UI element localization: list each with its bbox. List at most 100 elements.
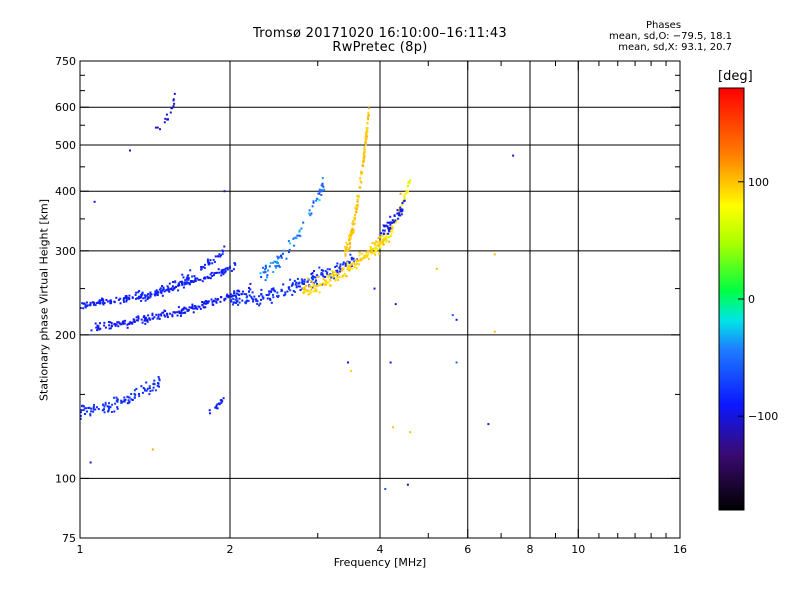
- data-point: [366, 117, 369, 120]
- data-point: [397, 212, 400, 215]
- data-point: [144, 322, 147, 325]
- data-point: [159, 313, 162, 316]
- data-point: [307, 289, 309, 292]
- data-point: [322, 282, 325, 285]
- data-point: [143, 388, 146, 391]
- data-point: [228, 265, 231, 268]
- data-point: [203, 277, 205, 280]
- data-point: [352, 257, 355, 260]
- data-point: [250, 295, 253, 298]
- data-point: [399, 192, 402, 195]
- data-point: [113, 322, 116, 325]
- data-point: [187, 278, 190, 281]
- x-axis-label: Frequency [MHz]: [333, 556, 427, 569]
- data-point: [401, 202, 404, 204]
- data-point: [337, 273, 340, 275]
- colorbar: 100 0 −100: [718, 87, 778, 511]
- data-point: [154, 290, 157, 293]
- data-point: [308, 293, 311, 296]
- data-point: [388, 230, 391, 233]
- data-point: [208, 276, 211, 279]
- data-point: [359, 177, 362, 180]
- data-point: [248, 294, 251, 297]
- data-point: [346, 243, 349, 246]
- data-point: [223, 298, 226, 301]
- data-point: [353, 263, 356, 266]
- data-point: [358, 251, 361, 254]
- data-point: [366, 250, 369, 253]
- data-point: [117, 325, 120, 328]
- data-point: [348, 261, 351, 263]
- data-point: [401, 203, 404, 206]
- data-point: [102, 300, 105, 303]
- data-point: [168, 290, 171, 293]
- data-point: [184, 281, 187, 284]
- data-point: [172, 98, 175, 101]
- data-point: [352, 229, 355, 231]
- data-point: [253, 295, 256, 298]
- data-point: [238, 301, 241, 304]
- data-point: [386, 225, 389, 228]
- data-point: [390, 226, 393, 229]
- data-point: [97, 408, 100, 410]
- data-point: [168, 312, 171, 315]
- data-point: [162, 286, 165, 289]
- data-point: [298, 229, 301, 232]
- data-point: [157, 315, 160, 318]
- data-point: [379, 246, 382, 249]
- data-point: [389, 223, 392, 226]
- data-point: [349, 237, 352, 239]
- data-point: [316, 276, 319, 278]
- data-point: [79, 307, 82, 309]
- data-point: [295, 286, 298, 289]
- data-point: [344, 254, 347, 257]
- data-point: [293, 279, 296, 282]
- data-point: [313, 276, 316, 278]
- data-point: [315, 285, 318, 288]
- data-point: [383, 237, 386, 240]
- data-point: [99, 322, 101, 325]
- data-point: [363, 148, 366, 151]
- data-point: [330, 276, 333, 279]
- data-point: [312, 290, 315, 293]
- data-point: [311, 272, 314, 275]
- data-point: [90, 410, 93, 413]
- data-point: [160, 314, 163, 317]
- data-point: [345, 275, 348, 278]
- data-point: [331, 276, 334, 279]
- data-point: [285, 257, 288, 260]
- data-point: [118, 322, 121, 325]
- data-point: [227, 296, 230, 299]
- data-point: [360, 172, 363, 175]
- data-point: [360, 252, 363, 255]
- data-point: [244, 301, 247, 304]
- data-point: [221, 268, 224, 271]
- data-point: [191, 307, 194, 310]
- data-point: [277, 264, 280, 267]
- data-point: [322, 275, 325, 278]
- data-point: [348, 247, 351, 250]
- data-point: [386, 221, 389, 224]
- data-point: [400, 210, 403, 213]
- data-point: [294, 283, 297, 286]
- data-point: [341, 267, 344, 270]
- data-point: [186, 308, 189, 311]
- data-point: [216, 407, 219, 410]
- data-point: [196, 307, 199, 310]
- data-point: [344, 253, 347, 256]
- data-point: [374, 253, 377, 256]
- data-point: [301, 281, 304, 284]
- data-point: [349, 245, 352, 248]
- chart-title: Tromsø 20171020 16:10:00–16:11:43: [252, 26, 508, 41]
- data-point: [298, 281, 301, 284]
- data-point: [162, 311, 165, 314]
- data-point: [148, 317, 151, 320]
- data-point: [103, 324, 106, 327]
- data-point: [164, 315, 167, 318]
- data-point: [231, 294, 234, 297]
- data-point: [147, 296, 150, 299]
- data-point: [214, 406, 217, 409]
- data-point: [351, 257, 354, 260]
- data-point: [327, 281, 330, 284]
- data-point: [169, 288, 172, 291]
